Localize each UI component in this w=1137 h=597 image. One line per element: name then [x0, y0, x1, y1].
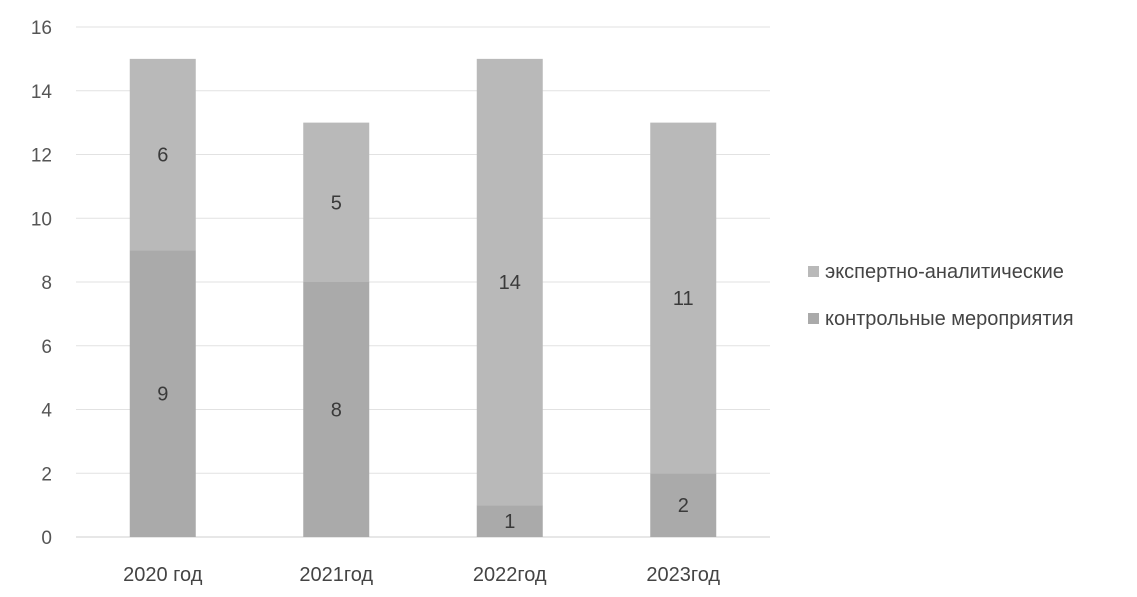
legend-item-label: контрольные мероприятия — [825, 308, 1074, 330]
x-axis-categories: 2020 год 2021год 2022год 2023год — [123, 564, 720, 586]
x-category-label: 2020 год — [123, 564, 203, 586]
y-axis-ticks: 0 2 4 6 8 10 12 14 16 — [31, 18, 53, 549]
y-tick-label: 4 — [41, 401, 52, 422]
y-tick-label: 8 — [41, 273, 52, 294]
bar-segment — [303, 282, 370, 537]
bar-segment — [476, 58, 543, 506]
x-category-label: 2021год — [299, 564, 373, 586]
data-label: 14 — [499, 272, 521, 294]
data-labels: 9 6 8 5 1 14 2 11 — [157, 145, 693, 534]
y-tick-label: 12 — [31, 146, 52, 167]
data-label: 8 — [331, 400, 342, 422]
bars — [129, 58, 717, 537]
bar-segment — [650, 122, 717, 474]
data-label: 2 — [678, 495, 689, 517]
y-tick-label: 10 — [31, 209, 52, 230]
y-tick-label: 6 — [41, 337, 52, 358]
data-label: 11 — [673, 288, 694, 310]
bar-segment — [129, 250, 196, 537]
data-label: 1 — [504, 511, 515, 533]
legend-item-label: экспертно-аналитические — [825, 261, 1064, 283]
legend-swatch — [808, 266, 819, 277]
x-category-label: 2023год — [646, 564, 720, 586]
data-label: 6 — [157, 145, 168, 167]
data-label: 5 — [331, 192, 342, 214]
y-tick-label: 14 — [31, 82, 53, 103]
y-tick-label: 0 — [41, 528, 52, 549]
bar-segment — [129, 58, 196, 251]
bar-segment — [303, 122, 370, 282]
y-tick-label: 2 — [41, 464, 52, 485]
x-category-label: 2022год — [473, 564, 547, 586]
data-label: 9 — [157, 384, 168, 406]
y-tick-label: 16 — [31, 18, 52, 39]
bar-segment — [650, 473, 717, 537]
legend: экспертно-аналитические контрольные мероп… — [808, 261, 1074, 330]
legend-swatch — [808, 313, 819, 324]
bar-segment — [476, 505, 543, 537]
